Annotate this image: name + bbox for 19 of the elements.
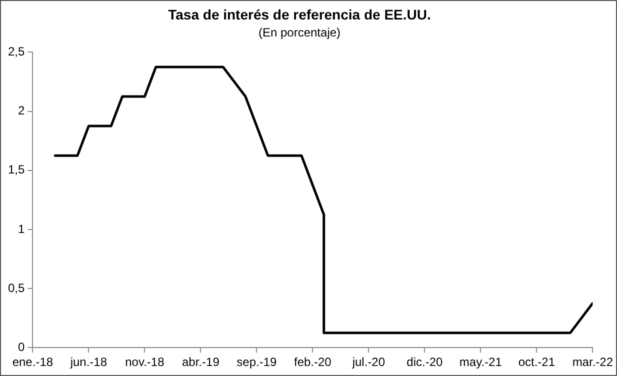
x-tick-label: may.-21 — [459, 355, 502, 370]
y-tick-label: 2,5 — [8, 44, 25, 59]
x-tick-label: mar.-22 — [572, 355, 614, 370]
y-tick-label: 0,5 — [8, 280, 25, 295]
x-tick-label: jun.-18 — [69, 355, 108, 370]
x-tick-label: sep.-19 — [236, 355, 278, 370]
x-tick-label: oct.-21 — [518, 355, 556, 370]
chart-subtitle: (En porcentaje) — [258, 25, 341, 40]
x-tick-label: ene.-18 — [12, 355, 54, 370]
y-tick-label: 0 — [18, 340, 25, 354]
x-tick-label: jul.-20 — [351, 355, 386, 370]
y-tick-label: 2 — [18, 104, 25, 118]
x-tick-label: nov.-18 — [125, 355, 165, 370]
x-tick-label: feb.-20 — [294, 355, 332, 370]
x-tick-label: dic.-20 — [406, 355, 443, 370]
chart-title: Tasa de interés de referencia de EE.UU. — [168, 6, 431, 22]
y-tick-label: 1,5 — [8, 162, 25, 177]
x-tick-label: abr.-19 — [182, 355, 220, 370]
y-tick-label: 1 — [18, 222, 25, 236]
